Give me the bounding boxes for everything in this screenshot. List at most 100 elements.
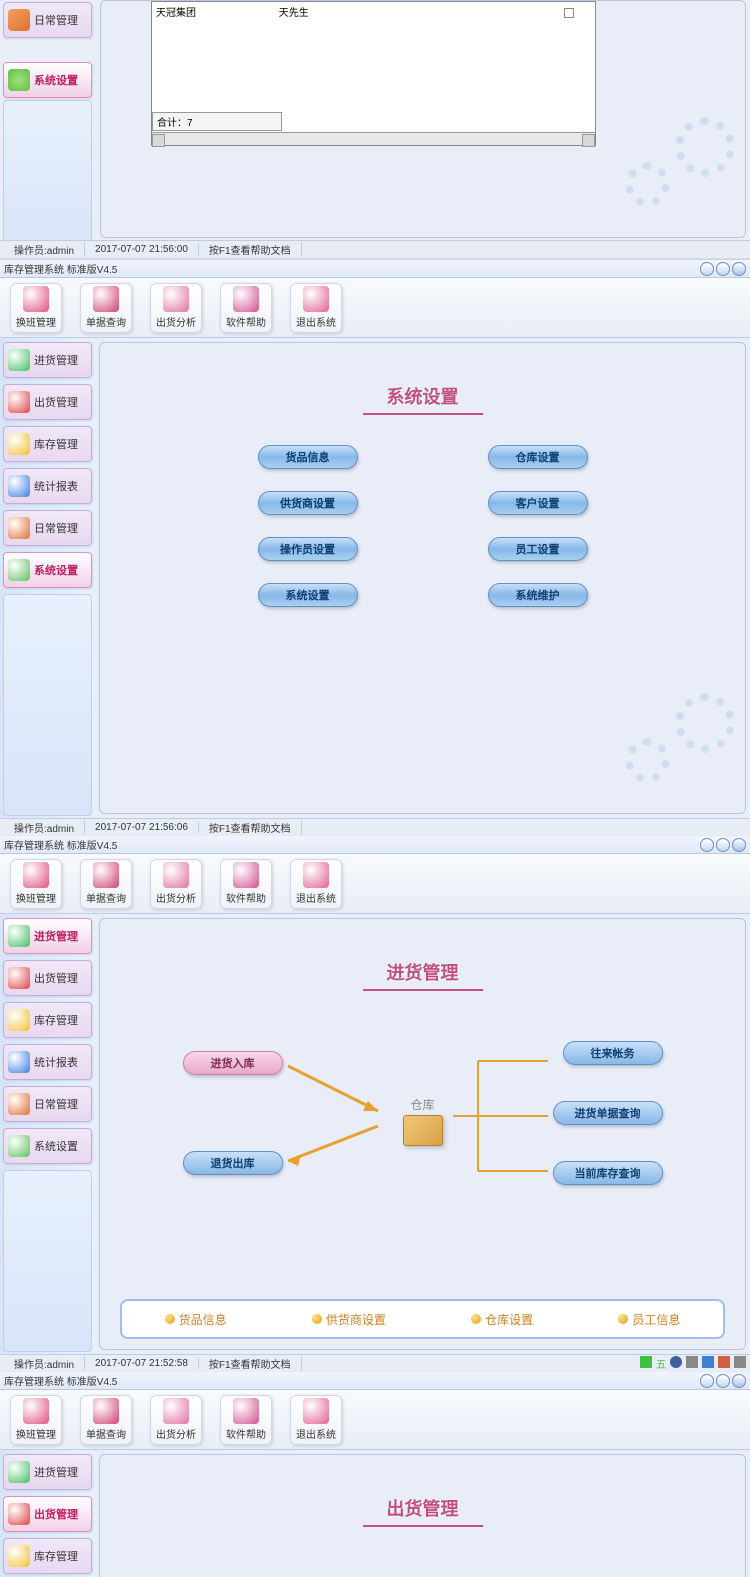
sidebar-item[interactable]: 进货管理: [3, 918, 92, 954]
toolbar-button[interactable]: 退出系统: [290, 859, 342, 909]
settings-pill[interactable]: 系统设置: [258, 583, 358, 607]
sidebar-item[interactable]: 进货管理: [3, 1454, 92, 1490]
sidebar-item[interactable]: 出货管理: [3, 384, 92, 420]
tray-icon[interactable]: [686, 1356, 698, 1368]
sidebar-label: 库存管理: [34, 436, 78, 452]
settings-pill[interactable]: 系统维护: [488, 583, 588, 607]
toolbar-icon: [93, 862, 119, 888]
title-bar: 库存管理系统 标准版V4.5: [0, 260, 750, 278]
sidebar-item[interactable]: 统计报表: [3, 1044, 92, 1080]
toolbar-icon: [303, 862, 329, 888]
status-operator: 操作员:admin: [4, 1356, 85, 1371]
toolbar-button[interactable]: 退出系统: [290, 1395, 342, 1445]
toolbar-label: 出货分析: [156, 1426, 196, 1441]
toolbar-button[interactable]: 软件帮助: [220, 859, 272, 909]
toolbar-label: 退出系统: [296, 890, 336, 905]
main-toolbar: 换班管理 单据查询出货分析软件帮助退出系统: [0, 854, 750, 914]
minimize-icon[interactable]: [700, 1374, 714, 1388]
pill-stock-query[interactable]: 当前库存查询: [553, 1161, 663, 1185]
sidebar-item[interactable]: 进货管理: [3, 342, 92, 378]
quick-link[interactable]: 货品信息: [165, 1311, 227, 1328]
settings-pill[interactable]: 供货商设置: [258, 491, 358, 515]
content-panel: 系统设置 货品信息仓库设置供货商设置客户设置操作员设置员工设置系统设置系统维护: [99, 342, 746, 814]
toolbar-button[interactable]: 出货分析: [150, 1395, 202, 1445]
content-panel: 出货管理: [99, 1454, 746, 1577]
sidebar: 进货管理出货管理库存管理统计报表日常管理系统设置: [0, 1450, 95, 1577]
toolbar-label: 单据查询: [86, 1426, 126, 1441]
toolbar-label: 换班管理: [16, 890, 56, 905]
toolbar-button[interactable]: 软件帮助: [220, 283, 272, 333]
cell-company: 天冠集团: [156, 4, 276, 19]
toolbar-button[interactable]: 换班管理: [10, 1395, 62, 1445]
maximize-icon[interactable]: [716, 1374, 730, 1388]
close-icon[interactable]: [732, 1374, 746, 1388]
sidebar-icon: [8, 517, 30, 539]
main-toolbar: 换班管理 单据查询出货分析软件帮助退出系统: [0, 278, 750, 338]
maximize-icon[interactable]: [716, 262, 730, 276]
sidebar-icon: [8, 1009, 30, 1031]
window-system-settings: 库存管理系统 标准版V4.5 换班管理 单据查询出货分析软件帮助退出系统 进货管理…: [0, 260, 750, 836]
toolbar-button[interactable]: 退出系统: [290, 283, 342, 333]
quick-link[interactable]: 供货商设置: [312, 1311, 386, 1328]
tray-icon[interactable]: [702, 1356, 714, 1368]
settings-pill[interactable]: 货品信息: [258, 445, 358, 469]
h-scrollbar[interactable]: [152, 132, 595, 145]
sidebar-item[interactable]: 库存管理: [3, 1538, 92, 1574]
quick-link[interactable]: 员工信息: [618, 1311, 680, 1328]
quick-link[interactable]: 仓库设置: [471, 1311, 533, 1328]
sidebar-item[interactable]: 出货管理: [3, 960, 92, 996]
sidebar-item[interactable]: 系统设置: [3, 1128, 92, 1164]
toolbar-button[interactable]: 单据查询: [80, 859, 132, 909]
sidebar-item[interactable]: 库存管理: [3, 426, 92, 462]
maximize-icon[interactable]: [716, 838, 730, 852]
toolbar-label: 换班管理: [16, 314, 56, 329]
toolbar-button[interactable]: 出货分析: [150, 859, 202, 909]
close-icon[interactable]: [732, 262, 746, 276]
status-operator: 操作员:admin: [4, 242, 85, 257]
main-toolbar: 换班管理 单据查询 出货分析 软件帮助退出系统: [0, 1390, 750, 1450]
sidebar-item[interactable]: 库存管理: [3, 1002, 92, 1038]
bullet-icon: [312, 1314, 322, 1324]
tray-icon[interactable]: [734, 1356, 746, 1368]
tray-icon[interactable]: [670, 1356, 682, 1368]
pill-incoming[interactable]: 进货入库: [183, 1051, 283, 1075]
minimize-icon[interactable]: [700, 838, 714, 852]
settings-pill[interactable]: 仓库设置: [488, 445, 588, 469]
pill-accounts[interactable]: 往来帐务: [563, 1041, 663, 1065]
sidebar-icon: [8, 475, 30, 497]
pill-return[interactable]: 退货出库: [183, 1151, 283, 1175]
sidebar-item[interactable]: 出货管理: [3, 1496, 92, 1532]
sidebar-icon: [8, 1461, 30, 1483]
settings-pill[interactable]: 客户设置: [488, 491, 588, 515]
settings-pill[interactable]: 员工设置: [488, 537, 588, 561]
sidebar-item-daily[interactable]: 日常管理: [3, 2, 92, 38]
toolbar-icon: [93, 286, 119, 312]
sidebar-label: 进货管理: [34, 928, 78, 944]
checkbox[interactable]: [564, 8, 574, 18]
tray-icon[interactable]: [718, 1356, 730, 1368]
toolbar-button[interactable]: 换班管理: [10, 283, 62, 333]
toolbar-button[interactable]: 软件帮助: [220, 1395, 272, 1445]
pill-order-query[interactable]: 进货单据查询: [553, 1101, 663, 1125]
toolbar-button[interactable]: 单据查询: [80, 1395, 132, 1445]
settings-pill[interactable]: 操作员设置: [258, 537, 358, 561]
minimize-icon[interactable]: [700, 262, 714, 276]
toolbar-button[interactable]: 换班管理: [10, 859, 62, 909]
sidebar-icon: [8, 1051, 30, 1073]
panel-title: 出货管理: [363, 1495, 483, 1527]
toolbar-button[interactable]: 单据查询: [80, 283, 132, 333]
close-icon[interactable]: [732, 838, 746, 852]
sidebar-item[interactable]: 日常管理: [3, 510, 92, 546]
status-help: 按F1查看帮助文档: [199, 820, 302, 835]
toolbar-label: 换班管理: [16, 1426, 56, 1441]
sidebar-item[interactable]: 系统设置: [3, 552, 92, 588]
sidebar-item[interactable]: 统计报表: [3, 468, 92, 504]
sidebar-label: 库存管理: [34, 1012, 78, 1028]
sidebar-icon: [8, 1545, 30, 1567]
sidebar-item-settings[interactable]: 系统设置: [3, 62, 92, 98]
status-operator: 操作员:admin: [4, 820, 85, 835]
toolbar-button[interactable]: 出货分析: [150, 283, 202, 333]
tray-icon[interactable]: [640, 1356, 652, 1368]
content-panel: 天冠集团 天先生 合计：7: [100, 0, 746, 238]
sidebar-item[interactable]: 日常管理: [3, 1086, 92, 1122]
